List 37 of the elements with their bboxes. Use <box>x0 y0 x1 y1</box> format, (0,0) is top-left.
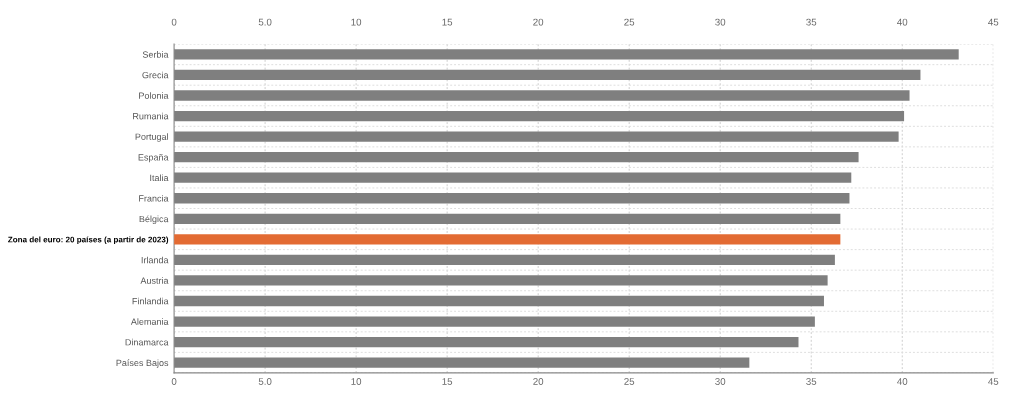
x2-tick-label: 35 <box>806 18 817 26</box>
y-tick-label: Francia <box>139 194 169 202</box>
x2-tick-label: 15 <box>442 18 453 26</box>
y-tick-label: Italia <box>150 174 169 182</box>
x-tick-label: 15 <box>442 378 453 385</box>
y-tick-label: Dinamarca <box>125 338 169 346</box>
x-tick-label: 10 <box>351 378 362 385</box>
x2-tick-label: 40 <box>897 18 908 26</box>
y-tick-label: Finlandia <box>132 297 169 305</box>
x-tick-label: 5.0 <box>258 378 272 385</box>
x-tick-label: 20 <box>533 378 544 385</box>
x2-tick-label: 25 <box>624 18 635 26</box>
x2-tick-label: 30 <box>715 18 726 26</box>
y-tick-label: Serbia <box>142 51 169 58</box>
x2-tick-label: 0 <box>171 18 177 26</box>
y-tick-label: Polonia <box>139 92 169 99</box>
bar <box>174 234 841 245</box>
y-tick-label: Portugal <box>135 133 168 142</box>
x2-tick-label: 5.0 <box>258 18 272 26</box>
x2-tick-label: 45 <box>988 18 999 26</box>
y-tick-label: Rumania <box>133 112 169 120</box>
y-tick-label: Austria <box>140 277 169 284</box>
x-tick-label: 45 <box>988 378 999 385</box>
y-tick-label: España <box>138 153 169 163</box>
x-tick-label: 0 <box>171 378 177 385</box>
x2-tick-label: 20 <box>533 18 544 26</box>
x-tick-label: 40 <box>897 378 908 385</box>
y-tick-label: Zona del euro: 20 países (a partir de 2023) <box>8 236 169 244</box>
y-tick-label: Países Bajos <box>116 359 169 368</box>
x-tick-label: 25 <box>624 378 635 385</box>
y-tick-label: Bélgica <box>139 215 169 224</box>
y-tick-label: Irlanda <box>141 256 169 264</box>
y-tick-label: Grecia <box>142 71 169 79</box>
x-tick-label: 30 <box>715 378 726 385</box>
y-tick-label: Alemania <box>130 318 169 325</box>
x-tick-label: 35 <box>806 378 817 385</box>
x2-tick-label: 10 <box>351 18 362 26</box>
